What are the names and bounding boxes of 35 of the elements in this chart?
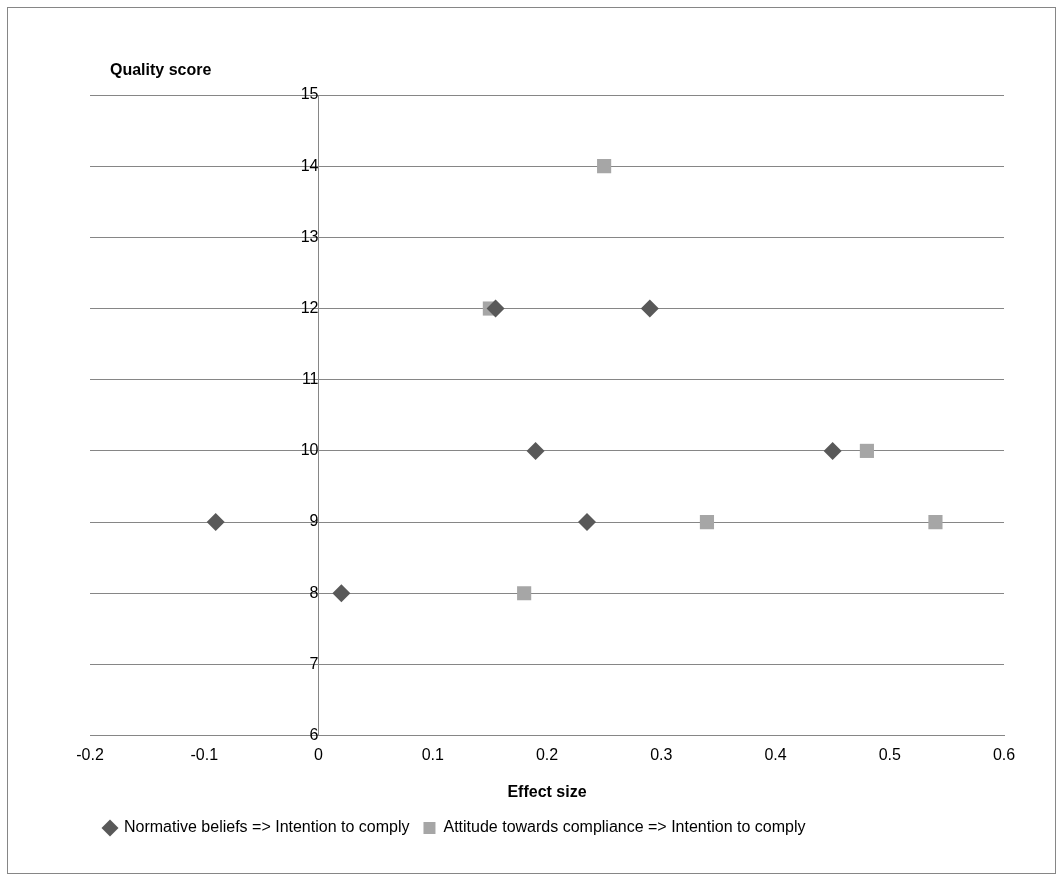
point — [206, 513, 225, 532]
y-axis-title: Quality score — [110, 61, 212, 79]
x-tick-label: 0.3 — [650, 745, 673, 763]
legend-label: Normative beliefs => Intention to comply — [124, 818, 410, 836]
x-tick-label: 0.2 — [535, 745, 559, 763]
x-tick-label: -0.2 — [76, 745, 104, 763]
legend-label: Attitude towards compliance => Intention to comply — [443, 818, 806, 836]
point — [332, 584, 351, 603]
point — [823, 441, 842, 460]
point — [486, 299, 505, 318]
y-tick-label: 11 — [301, 370, 319, 388]
point — [577, 513, 596, 532]
x-tick-label: 0.6 — [992, 745, 1016, 763]
y-tick-label: 14 — [300, 156, 319, 174]
x-tick-label: 0.5 — [878, 745, 901, 763]
x-axis-title: Effect size — [507, 782, 587, 800]
y-tick-label: 7 — [309, 654, 319, 672]
point — [928, 515, 943, 530]
x-tick-label: 0.4 — [764, 745, 787, 763]
x-tick-label: 0 — [314, 745, 324, 763]
point — [597, 159, 612, 174]
y-tick-label: 12 — [300, 298, 319, 316]
point — [517, 586, 532, 601]
y-tick-label: 15 — [300, 85, 319, 103]
y-tick-label: 13 — [300, 227, 319, 245]
point — [699, 515, 715, 530]
x-tick-label: 0.1 — [421, 745, 444, 763]
x-tick-label: -0.1 — [190, 745, 219, 763]
point — [859, 443, 874, 458]
y-tick-label: 10 — [300, 441, 319, 459]
y-tick-label: 8 — [309, 583, 319, 601]
point — [640, 299, 659, 318]
y-tick-label: 6 — [309, 726, 319, 744]
point — [526, 441, 545, 460]
y-tick-label: 9 — [309, 512, 319, 530]
